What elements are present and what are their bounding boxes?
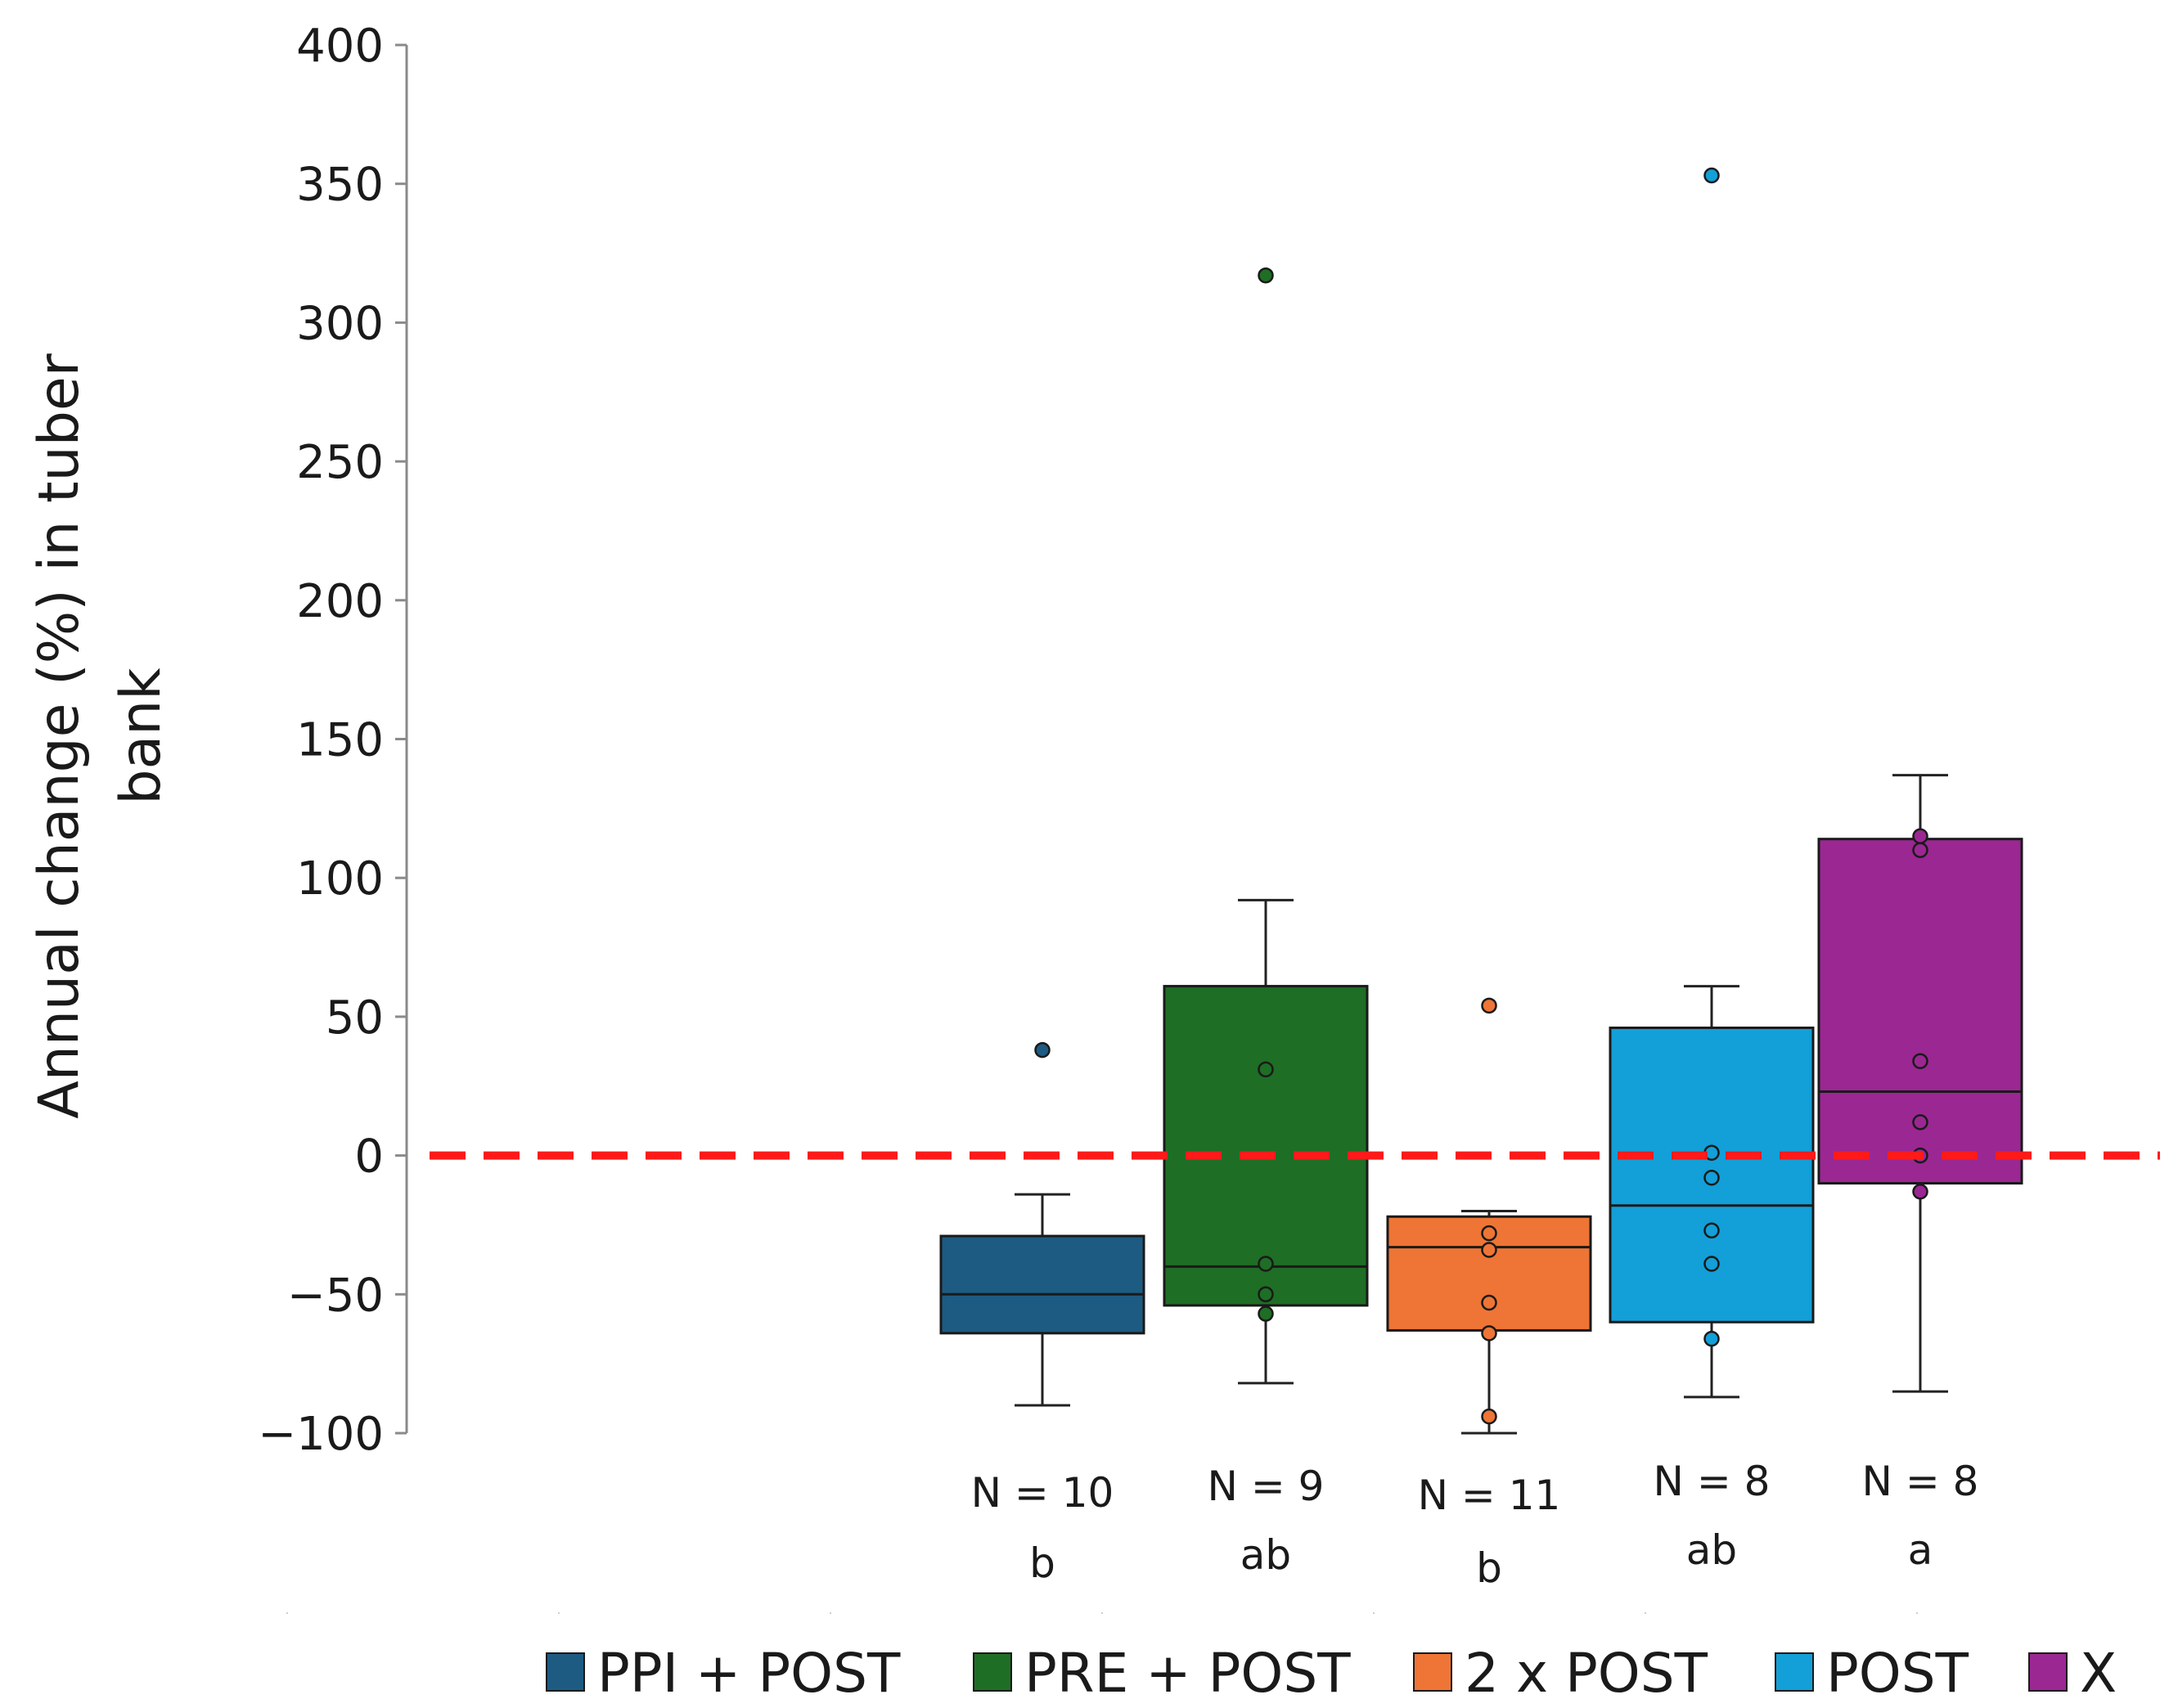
data-point — [1912, 842, 1928, 859]
data-point — [1912, 828, 1928, 845]
box-group-1 — [939, 1041, 1145, 1407]
box-iqr — [1163, 985, 1369, 1307]
y-tick-label: 200 — [296, 575, 384, 628]
group-significance-letter: ab — [1240, 1531, 1291, 1579]
legend-swatch — [973, 1652, 1012, 1692]
legend-swatch — [546, 1652, 585, 1692]
legend-item-5: X — [2028, 1642, 2117, 1705]
data-point — [1258, 1286, 1274, 1303]
group-significance-letter: b — [1476, 1544, 1502, 1592]
legend-label: POST — [1826, 1642, 1969, 1705]
data-point — [1481, 1325, 1497, 1342]
legend-item-2: PRE + POST — [973, 1642, 1351, 1705]
y-tick-label: 100 — [296, 852, 384, 906]
box-groups — [939, 167, 2023, 1435]
box-group-3 — [1386, 997, 1592, 1435]
y-tick-label: 350 — [296, 159, 384, 212]
legend-swatch — [2028, 1652, 2068, 1692]
group-n-label: N = 9 — [1208, 1463, 1325, 1510]
legend-label: 2 x POST — [1465, 1642, 1708, 1705]
group-significance-letter: b — [1029, 1539, 1055, 1587]
data-point — [1481, 1408, 1497, 1425]
group-significance-letter: a — [1908, 1526, 1933, 1574]
data-point — [1703, 1330, 1720, 1347]
data-point — [1034, 1041, 1051, 1059]
legend-item-4: POST — [1775, 1642, 1969, 1705]
data-point — [1481, 1294, 1497, 1311]
legend-item-3: 2 x POST — [1413, 1642, 1708, 1705]
box-group-4 — [1609, 167, 1815, 1399]
y-tick-label: 400 — [296, 20, 384, 73]
box-group-2 — [1163, 267, 1369, 1385]
data-point — [1703, 1222, 1720, 1238]
legend-swatch — [1775, 1652, 1814, 1692]
legend-label: PRE + POST — [1024, 1642, 1351, 1705]
legend-swatch — [1413, 1652, 1452, 1692]
group-n-label: N = 8 — [1654, 1458, 1771, 1505]
data-point — [1258, 1306, 1274, 1322]
data-point — [1258, 1256, 1274, 1272]
group-significance-letter: ab — [1686, 1526, 1737, 1574]
y-tick-label: 150 — [296, 714, 384, 767]
legend: PPI + POST PRE + POST 2 x POST POST X — [546, 1642, 2117, 1705]
data-point — [1703, 1256, 1720, 1272]
legend-label: X — [2080, 1642, 2117, 1705]
legend-item-1: PPI + POST — [546, 1642, 901, 1705]
group-n-label: N = 10 — [971, 1469, 1114, 1517]
y-axis-label-line-2: bank — [109, 667, 173, 805]
data-point — [1912, 1183, 1928, 1200]
y-tick-label: −50 — [287, 1269, 384, 1322]
y-tick-label: 50 — [326, 991, 384, 1045]
y-axis — [395, 43, 408, 1435]
group-annotations: N = 10 b N = 9 ab N = 11 b N = 8 ab N = 8 a — [971, 1458, 1979, 1592]
data-point — [1258, 267, 1274, 284]
data-point — [1481, 997, 1497, 1014]
data-point — [1912, 1053, 1928, 1069]
data-point — [1703, 167, 1720, 184]
box-group-5 — [1817, 774, 2023, 1393]
legend-label: PPI + POST — [597, 1642, 901, 1705]
data-point — [1481, 1225, 1497, 1242]
y-axis-label: Annual change (%) in tuber bank — [27, 353, 173, 1119]
data-point — [1703, 1170, 1720, 1186]
y-tick-labels: −100 −50 0 50 100 150 200 250 300 350 400 — [258, 20, 384, 1461]
y-tick-label: 250 — [296, 436, 384, 489]
y-axis-label-line-1: Annual change (%) in tuber — [27, 353, 92, 1119]
box-iqr — [939, 1234, 1145, 1335]
y-tick-label: 300 — [296, 297, 384, 350]
group-n-label: N = 8 — [1862, 1458, 1979, 1505]
data-point — [1258, 1061, 1274, 1078]
group-n-label: N = 11 — [1418, 1472, 1561, 1519]
y-tick-label: 0 — [354, 1130, 384, 1184]
box-iqr — [1817, 838, 2023, 1185]
data-point — [1481, 1242, 1497, 1258]
data-point — [1912, 1114, 1928, 1130]
y-tick-label: −100 — [258, 1408, 384, 1461]
